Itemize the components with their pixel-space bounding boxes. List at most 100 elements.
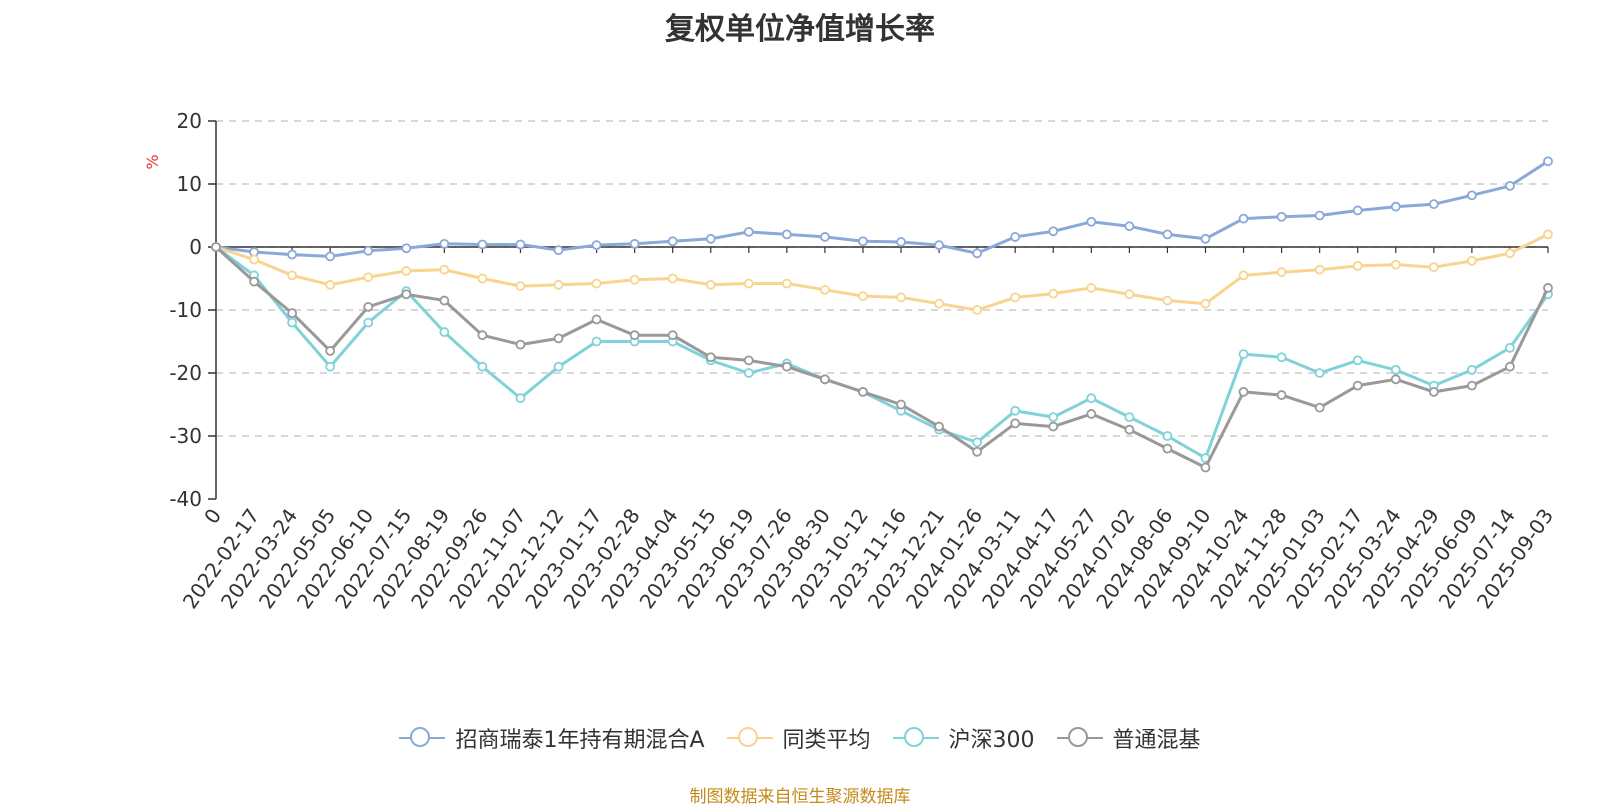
data-point xyxy=(781,229,792,240)
data-point xyxy=(1505,361,1515,372)
data-point xyxy=(743,368,754,378)
data-point xyxy=(1428,262,1439,273)
legend-item-1[interactable]: 招商瑞泰1年持有期混合A xyxy=(399,722,705,754)
data-point xyxy=(1314,368,1325,378)
data-point xyxy=(896,237,906,247)
data-point xyxy=(1200,233,1211,244)
data-point xyxy=(1162,229,1173,240)
data-point xyxy=(553,361,564,372)
data-point xyxy=(1124,289,1135,300)
data-point xyxy=(1124,412,1135,423)
data-point xyxy=(858,386,868,397)
x-tick-label: 0 xyxy=(199,504,226,528)
legend-label: 普通混基 xyxy=(1112,728,1201,753)
data-point xyxy=(972,305,983,315)
data-point xyxy=(1238,386,1249,397)
legend-item-4[interactable]: 普通混基 xyxy=(1056,722,1201,754)
data-point xyxy=(743,226,754,237)
data-point xyxy=(363,301,374,312)
data-point xyxy=(820,284,830,295)
data-point xyxy=(781,278,792,289)
data-point xyxy=(325,279,336,290)
y-tick-label: -30 xyxy=(169,424,202,448)
y-tick-label: -10 xyxy=(169,298,202,322)
data-point xyxy=(1086,409,1097,419)
data-point xyxy=(1505,342,1515,353)
data-point xyxy=(249,276,259,287)
data-point xyxy=(972,437,983,448)
data-point xyxy=(211,242,221,252)
data-point xyxy=(477,273,488,284)
data-point xyxy=(1048,421,1059,432)
data-point xyxy=(1352,260,1363,271)
data-point xyxy=(1466,380,1477,391)
data-point xyxy=(1314,210,1325,221)
data-point xyxy=(934,298,944,309)
data-point xyxy=(820,232,830,242)
legend-label: 招商瑞泰1年持有期混合A xyxy=(455,728,705,753)
data-point xyxy=(667,330,678,341)
y-tick-label: 20 xyxy=(177,109,202,133)
data-point xyxy=(1390,364,1401,375)
data-point xyxy=(1390,201,1401,212)
data-point xyxy=(1276,352,1287,363)
data-point xyxy=(1162,431,1173,441)
series-line xyxy=(215,233,1549,312)
data-point xyxy=(1505,248,1515,259)
data-point xyxy=(781,361,792,372)
data-point xyxy=(325,251,336,262)
legend-marker-icon xyxy=(726,726,773,750)
data-point xyxy=(477,239,488,250)
chart-title: 复权单位净值增长率 xyxy=(665,12,935,47)
legend-label: 同类平均 xyxy=(782,728,871,753)
legend-marker-icon xyxy=(399,726,446,750)
data-point xyxy=(1428,386,1439,397)
data-point xyxy=(363,272,374,283)
data-point xyxy=(705,233,716,244)
data-point xyxy=(515,281,526,291)
y-axis-label: % xyxy=(143,154,162,169)
data-point xyxy=(1124,221,1135,232)
data-point xyxy=(1162,443,1173,454)
data-point xyxy=(1276,390,1287,400)
data-point xyxy=(1086,216,1097,227)
legend-item-3[interactable]: 沪深300 xyxy=(892,722,1035,754)
data-point xyxy=(515,239,526,250)
data-point xyxy=(1238,213,1249,224)
data-point xyxy=(401,266,412,276)
data-point xyxy=(477,361,488,372)
data-point xyxy=(401,243,412,254)
data-point xyxy=(1314,402,1325,413)
data-point xyxy=(743,278,754,289)
data-point xyxy=(858,291,868,302)
series-2 xyxy=(211,229,1553,315)
data-point xyxy=(1086,283,1097,293)
data-point xyxy=(667,236,678,247)
data-point xyxy=(325,346,336,356)
data-point xyxy=(1466,190,1477,201)
data-point xyxy=(1276,267,1287,278)
data-point xyxy=(1200,462,1211,473)
data-source-note: 制图数据来自恒生聚源数据库 xyxy=(689,787,911,807)
data-point xyxy=(667,273,678,284)
data-point xyxy=(705,279,716,290)
series-3 xyxy=(211,242,1553,463)
data-point xyxy=(1314,264,1325,275)
data-point xyxy=(591,314,602,325)
data-point xyxy=(553,279,564,290)
legend-label: 沪深300 xyxy=(948,728,1035,753)
data-point xyxy=(1390,259,1401,270)
y-tick-label: 0 xyxy=(189,235,202,259)
data-point xyxy=(1390,374,1401,385)
data-point xyxy=(1238,349,1249,360)
data-point xyxy=(287,270,298,281)
data-point xyxy=(629,330,640,341)
legend-item-2[interactable]: 同类平均 xyxy=(726,722,871,754)
data-point xyxy=(439,295,450,306)
data-point xyxy=(363,245,374,256)
data-point xyxy=(1010,405,1021,416)
data-point xyxy=(1010,232,1021,242)
data-point xyxy=(1048,226,1059,237)
data-point xyxy=(743,355,754,366)
